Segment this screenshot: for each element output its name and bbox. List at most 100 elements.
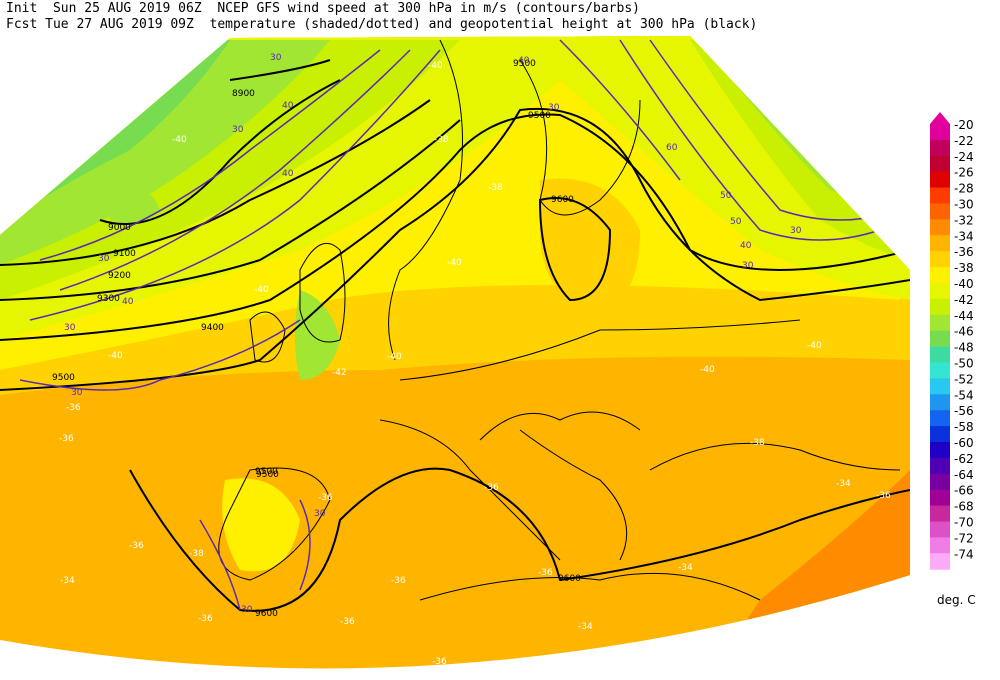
colorbar-level-label: -48 <box>954 341 974 355</box>
wind-label: 30 <box>98 254 110 264</box>
temp-label: -36 <box>318 493 333 503</box>
colorbar-swatch <box>930 187 950 204</box>
temp-label: -36 <box>66 403 81 413</box>
colorbar-swatch <box>930 394 950 411</box>
colorbar-level-label: -34 <box>954 229 974 243</box>
colorbar-swatch <box>930 553 950 570</box>
height-label: 9500 <box>513 59 536 69</box>
height-label: 9500 <box>52 373 75 383</box>
height-label: 9500 <box>528 111 551 121</box>
colorbar-level-label: -38 <box>954 261 974 275</box>
colorbar-level-label: -50 <box>954 357 974 371</box>
colorbar-swatch <box>930 426 950 443</box>
temp-label: -40 <box>807 341 822 351</box>
temp-label: -36 <box>129 541 144 551</box>
colorbar-level-label: -44 <box>954 309 974 323</box>
temp-label: -36 <box>59 434 74 444</box>
colorbar-level-label: -64 <box>954 468 974 482</box>
colorbar-labels: -20 -22 -24 -26 -28 -30-32 -34 -36 -38 -40 -42 -44 -… <box>954 118 974 561</box>
geopotential-contours <box>0 59 910 612</box>
temp-label: -38 <box>189 549 204 559</box>
wind-label: 40 <box>740 241 752 251</box>
temp-label: -40 <box>108 351 123 361</box>
colorbar-level-label: -54 <box>954 388 974 402</box>
colorbar-level-label: -26 <box>954 166 974 180</box>
colorbar-level-label: -46 <box>954 325 974 339</box>
temp-label: -34 <box>578 622 593 632</box>
colorbar-level-label: -70 <box>954 516 974 530</box>
height-label: 9500 <box>256 470 279 480</box>
temp-label: -38 <box>750 438 765 448</box>
temp-label: -36 <box>340 617 355 627</box>
wind-label: 50 <box>730 217 742 227</box>
temperature-shading <box>0 36 910 669</box>
height-label: 9500 <box>255 467 278 477</box>
colorbar-swatch <box>930 235 950 252</box>
colorbar-swatch <box>930 378 950 395</box>
colorbar-level-label: -56 <box>954 404 974 418</box>
height-label: 9200 <box>108 271 131 281</box>
colorbar-level-label: -32 <box>954 213 974 227</box>
colorbar-swatch <box>930 124 950 141</box>
colorbar-swatch <box>930 362 950 379</box>
wind-label: 30 <box>790 226 802 236</box>
colorbar-level-label: -20 <box>954 118 974 132</box>
colorbar-level-label: -68 <box>954 500 974 514</box>
colorbar-swatch <box>930 314 950 332</box>
header-init: Init Sun 25 AUG 2019 06Z NCEP GFS wind s… <box>6 1 640 16</box>
colorbar-swatch <box>930 473 950 491</box>
wind-label: 30 <box>64 323 76 333</box>
coastlines <box>218 39 901 601</box>
colorbar-swatch <box>930 521 950 538</box>
colorbar-swatch <box>930 155 950 173</box>
colorbar-level-label: -28 <box>954 182 974 196</box>
temp-label: -36 <box>876 491 891 501</box>
wind-label: 30 <box>241 605 253 615</box>
colorbar-swatch <box>930 298 950 316</box>
temp-label: -34 <box>60 576 75 586</box>
temperature-labels: -40 -38 -40 -40 -42 -40 -36 -36 -36 -38 … <box>59 61 891 667</box>
temp-label: -40 <box>172 135 187 145</box>
colorbar-swatch <box>930 442 950 459</box>
temp-label: -36 <box>538 568 553 578</box>
temp-label: -36 <box>432 657 447 667</box>
height-label: 8900 <box>232 89 255 99</box>
colorbar-swatch <box>930 489 950 507</box>
colorbar-level-label: -40 <box>954 277 974 291</box>
temp-label: -36 <box>198 614 213 624</box>
height-labels: 8900 9000 9100 9200 9300 9400 9500 9500 … <box>52 59 581 619</box>
wind-label: 40 <box>122 297 134 307</box>
height-label: 9300 <box>97 294 120 304</box>
colorbar-swatch <box>930 410 950 427</box>
colorbar-level-label: -60 <box>954 436 974 450</box>
wind-label: 30 <box>71 388 83 398</box>
height-label: 9600 <box>558 574 581 584</box>
colorbar-swatch <box>930 219 950 236</box>
colorbar-level-label: -62 <box>954 452 974 466</box>
colorbar-swatch <box>930 505 950 522</box>
colorbar-level-label: -52 <box>954 372 974 386</box>
temp-label: -38 <box>488 183 503 193</box>
colorbar-level-label: -24 <box>954 150 974 164</box>
wind-label: 30 <box>270 53 282 63</box>
temp-label: -34 <box>836 479 851 489</box>
colorbar-level-label: -58 <box>954 420 974 434</box>
wind-label: 60 <box>666 143 678 153</box>
wind-label: 40 <box>518 56 530 66</box>
temp-label: -36 <box>484 483 499 493</box>
temp-label: -34 <box>678 563 693 573</box>
temp-label: -36 <box>391 576 406 586</box>
colorbar-tip <box>930 112 950 124</box>
height-label: 9400 <box>201 323 224 333</box>
temp-label: -40 <box>447 258 462 268</box>
wind-labels: 40 30 40 30 30 40 30 40 30 40 30 50 60 5… <box>64 53 802 615</box>
wind-label: 30 <box>314 509 326 519</box>
wind-label: 40 <box>282 101 294 111</box>
temp-label: -38 <box>434 135 449 145</box>
colorbar-level-label: -42 <box>954 293 974 307</box>
colorbar-level-label: -72 <box>954 531 974 545</box>
colorbar-swatches <box>930 124 950 570</box>
colorbar-swatch <box>930 267 950 284</box>
colorbar-level-label: -66 <box>954 484 974 498</box>
